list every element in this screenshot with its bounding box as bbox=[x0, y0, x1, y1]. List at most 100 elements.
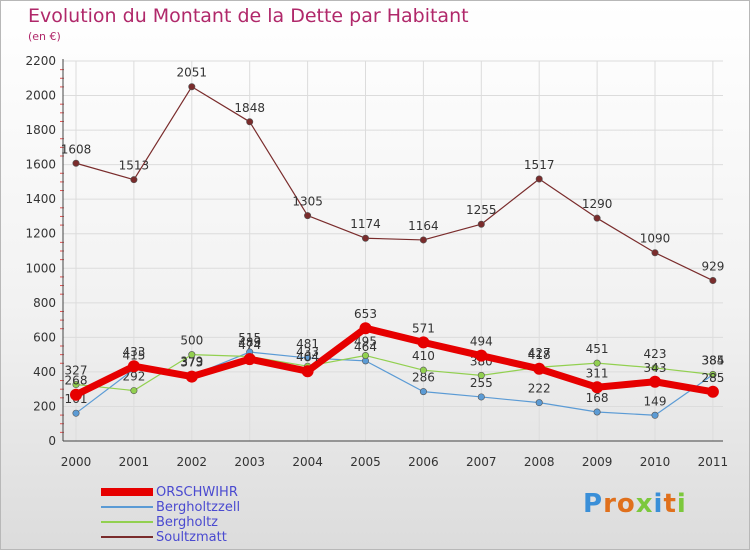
data-point-bergholtz bbox=[72, 381, 80, 389]
data-point-bergholtzzell bbox=[535, 399, 543, 407]
data-point-orschwihr bbox=[127, 360, 140, 373]
data-point-orschwihr bbox=[475, 349, 488, 362]
x-tick-label: 2004 bbox=[292, 455, 323, 469]
data-point-orschwihr bbox=[706, 385, 719, 398]
data-label-bergholtz: 427 bbox=[528, 346, 551, 360]
data-point-bergholtz bbox=[477, 371, 485, 379]
data-point-soultzmatt bbox=[419, 236, 427, 244]
data-label-soultzmatt: 1290 bbox=[582, 197, 613, 211]
data-label-bergholtz: 451 bbox=[586, 342, 609, 356]
data-label-bergholtzzell: 415 bbox=[122, 348, 145, 362]
data-point-bergholtzzell bbox=[593, 408, 601, 416]
logo-letter: o bbox=[616, 489, 636, 519]
data-label-orschwihr: 285 bbox=[701, 371, 724, 385]
legend-swatch bbox=[101, 488, 153, 496]
data-point-orschwihr bbox=[649, 375, 661, 388]
data-point-orschwihr bbox=[185, 370, 198, 383]
x-tick-label: 2007 bbox=[466, 455, 497, 469]
data-point-bergholtz bbox=[361, 351, 369, 359]
data-label-soultzmatt: 1517 bbox=[524, 158, 555, 172]
data-label-bergholtzzell: 515 bbox=[238, 331, 261, 345]
y-tick-label: 2200 bbox=[25, 54, 56, 68]
x-tick-label: 2002 bbox=[177, 455, 208, 469]
data-point-bergholtz bbox=[419, 366, 427, 374]
chart-title: Evolution du Montant de la Dette par Hab… bbox=[28, 5, 469, 27]
data-point-orschwihr bbox=[591, 381, 604, 394]
data-point-soultzmatt bbox=[361, 234, 369, 242]
legend-label: Bergholtz bbox=[156, 515, 219, 530]
series-line-orschwihr bbox=[72, 324, 717, 399]
series-line-soultzmatt bbox=[75, 86, 714, 282]
y-tick-label: 1800 bbox=[25, 123, 56, 137]
data-label-bergholtzzell: 481 bbox=[296, 337, 319, 351]
data-label-soultzmatt: 1513 bbox=[119, 159, 150, 173]
data-point-bergholtz bbox=[709, 370, 717, 378]
x-tick-label: 2009 bbox=[582, 455, 613, 469]
data-label-bergholtzzell: 464 bbox=[354, 340, 377, 354]
data-point-soultzmatt bbox=[130, 176, 138, 184]
y-tick-label: 0 bbox=[48, 434, 56, 448]
legend-label: Soultzmatt bbox=[156, 530, 227, 545]
data-point-bergholtzzell bbox=[477, 393, 485, 401]
data-label-bergholtz: 292 bbox=[122, 370, 145, 384]
data-label-bergholtz: 495 bbox=[354, 335, 377, 349]
data-label-orschwihr: 311 bbox=[586, 366, 609, 380]
data-label-bergholtz: 385 bbox=[701, 354, 724, 368]
x-tick-label: 2005 bbox=[350, 455, 381, 469]
data-point-bergholtzzell bbox=[419, 388, 427, 396]
x-tick-label: 2008 bbox=[524, 455, 555, 469]
y-tick-label: 1000 bbox=[25, 261, 56, 275]
data-point-orschwihr bbox=[359, 322, 372, 335]
legend-label: Bergholtzzell bbox=[156, 500, 241, 515]
chart-subtitle: (en €) bbox=[28, 30, 61, 43]
logo-letter: P bbox=[583, 489, 604, 519]
data-label-soultzmatt: 2051 bbox=[177, 66, 208, 80]
y-tick-label: 600 bbox=[33, 330, 56, 344]
data-label-orschwihr: 343 bbox=[644, 361, 667, 375]
data-label-orschwihr: 404 bbox=[296, 350, 319, 364]
data-label-soultzmatt: 1848 bbox=[234, 101, 265, 115]
data-label-bergholtzzell: 286 bbox=[412, 371, 435, 385]
data-point-bergholtz bbox=[593, 359, 601, 367]
data-point-orschwihr bbox=[243, 353, 256, 366]
data-point-soultzmatt bbox=[72, 159, 80, 167]
data-label-orschwihr: 494 bbox=[470, 335, 493, 349]
x-tick-label: 2011 bbox=[698, 455, 729, 469]
data-point-bergholtz bbox=[651, 364, 659, 372]
data-label-orschwihr: 571 bbox=[412, 321, 435, 335]
data-label-orschwihr: 474 bbox=[238, 338, 261, 352]
legend-item: Bergholtzzell bbox=[101, 500, 321, 515]
legend-swatch bbox=[101, 536, 153, 538]
data-point-soultzmatt bbox=[188, 83, 196, 91]
data-point-soultzmatt bbox=[593, 214, 601, 222]
logo-letter: t bbox=[663, 489, 677, 519]
data-label-bergholtzzell: 222 bbox=[528, 382, 551, 396]
data-point-soultzmatt bbox=[304, 212, 312, 220]
logo-letter: i bbox=[676, 489, 687, 519]
proxiti-logo: Proxiti bbox=[583, 489, 687, 519]
legend-item: ORSCHWIHR bbox=[101, 485, 321, 500]
data-point-soultzmatt bbox=[535, 175, 543, 183]
y-tick-label: 1600 bbox=[25, 158, 56, 172]
data-label-soultzmatt: 1305 bbox=[292, 195, 323, 209]
logo-letter: i bbox=[653, 489, 664, 519]
data-point-bergholtzzell bbox=[72, 409, 80, 417]
data-label-orschwihr: 373 bbox=[180, 356, 203, 370]
data-label-bergholtzzell: 255 bbox=[470, 376, 493, 390]
series-line-bergholtz bbox=[75, 354, 714, 392]
y-tick-label: 400 bbox=[33, 365, 56, 379]
data-point-orschwihr bbox=[533, 362, 546, 375]
data-label-orschwihr: 268 bbox=[65, 374, 88, 388]
data-label-orschwihr: 433 bbox=[122, 345, 145, 359]
y-tick-label: 800 bbox=[33, 296, 56, 310]
y-tick-label: 2000 bbox=[25, 89, 56, 103]
legend-label: ORSCHWIHR bbox=[156, 485, 238, 500]
data-point-bergholtz bbox=[130, 387, 138, 395]
data-label-bergholtzzell: 149 bbox=[644, 394, 667, 408]
data-label-bergholtz: 410 bbox=[412, 349, 435, 363]
data-label-soultzmatt: 1255 bbox=[466, 203, 497, 217]
data-point-soultzmatt bbox=[477, 220, 485, 228]
data-label-bergholtz: 327 bbox=[65, 364, 88, 378]
